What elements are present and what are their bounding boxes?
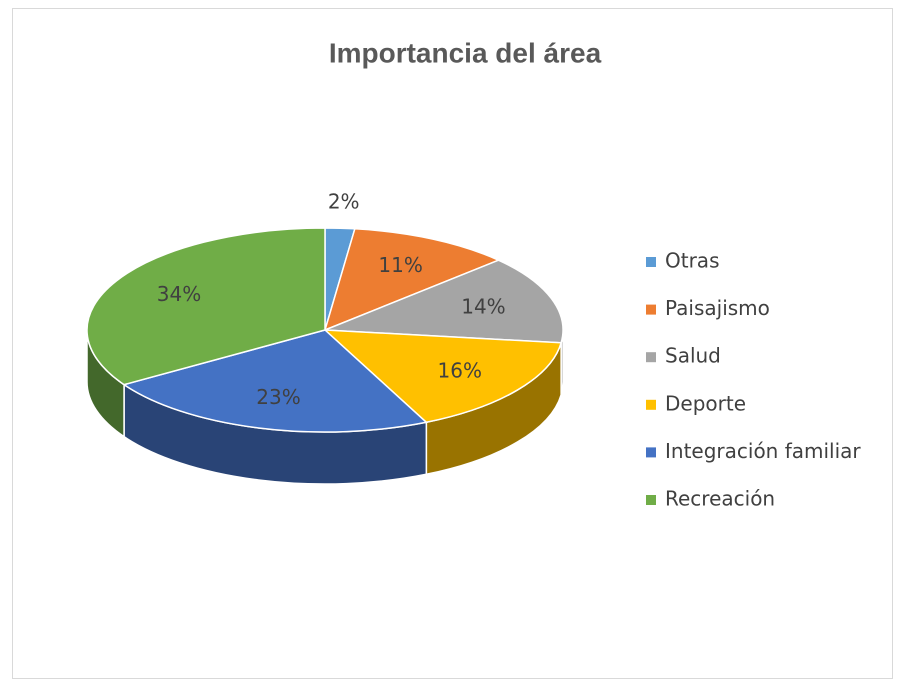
legend-label: Deporte [665,391,746,415]
data-label: 23% [256,385,300,409]
legend-swatch [646,495,656,505]
data-label: 34% [157,282,201,306]
chart-title: Importancia del área [329,37,602,68]
legend-swatch [646,399,656,410]
data-label: 16% [438,358,482,382]
legend-label: Integración familiar [665,439,861,463]
legend-label: Recreación [665,487,775,511]
legend-swatch [646,447,656,458]
slice [86,227,326,386]
data-label: 2% [328,189,360,213]
legend-label: Salud [665,344,721,368]
slice [122,329,428,433]
slice [323,228,501,332]
slice [322,329,563,424]
legend-swatch [646,257,656,267]
data-label: 11% [378,253,422,277]
legend-label: Paisajismo [665,296,770,320]
legend-swatch [646,352,656,363]
legend-label: Otras [665,249,719,273]
legend-swatch [646,304,656,315]
data-label: 14% [461,294,505,318]
slice [324,259,564,344]
